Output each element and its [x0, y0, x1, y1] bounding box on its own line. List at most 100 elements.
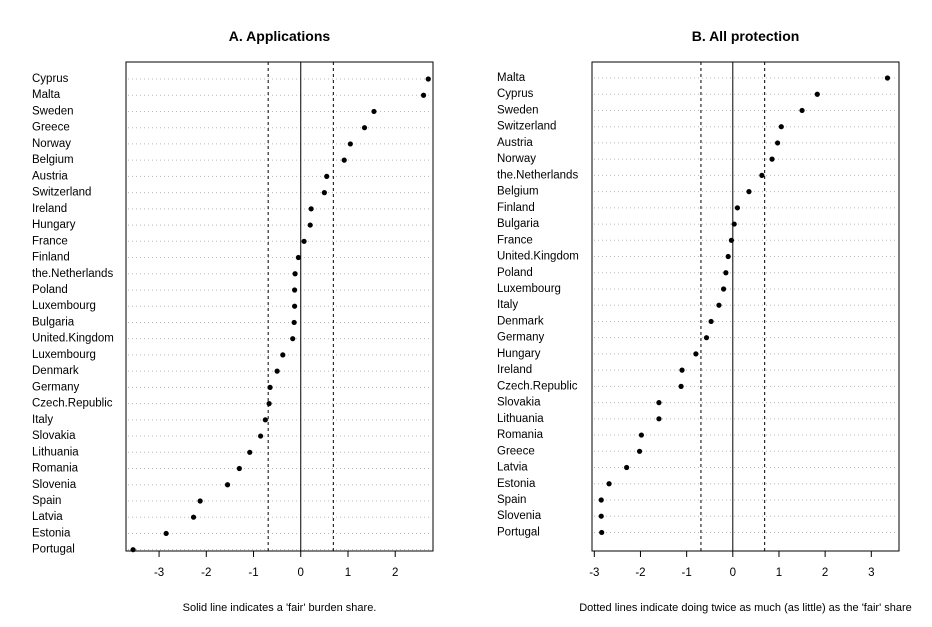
data-point: [606, 481, 612, 487]
data-point: [420, 92, 427, 98]
data-point: [258, 433, 264, 439]
data-point: [624, 464, 630, 471]
data-point: [425, 76, 431, 82]
data-point: [731, 221, 737, 227]
country-label: Norway: [497, 153, 536, 165]
country-label: Romania: [497, 429, 544, 441]
data-point: [656, 400, 662, 406]
x-tick-label: 1: [345, 567, 351, 579]
x-tick-label: -1: [682, 567, 692, 579]
country-label: Hungary: [497, 348, 541, 360]
data-point: [292, 303, 298, 309]
country-label: Austria: [497, 137, 533, 149]
country-label: the.Netherlands: [497, 169, 578, 181]
country-label: Romania: [32, 463, 79, 475]
country-label: Latvia: [32, 511, 63, 523]
x-tick-label: -3: [589, 567, 599, 579]
data-point: [163, 530, 169, 537]
data-point: [361, 125, 368, 131]
data-point: [678, 383, 684, 389]
x-tick-label: -2: [635, 567, 645, 579]
data-point: [347, 141, 353, 147]
data-point: [693, 351, 699, 357]
country-label: Latvia: [497, 462, 528, 474]
x-tick-label: -1: [248, 567, 258, 579]
country-label: Poland: [497, 267, 533, 279]
panel-caption: Dotted lines indicate doing twice as muc…: [579, 602, 912, 614]
data-point: [308, 206, 314, 212]
data-point: [679, 367, 685, 373]
country-label: Slovakia: [497, 397, 541, 409]
country-label: Bulgaria: [497, 218, 540, 230]
data-point: [723, 270, 729, 276]
country-label: Czech.Republic: [497, 380, 578, 392]
country-label: Cyprus: [32, 73, 69, 85]
country-label: Sweden: [497, 104, 539, 116]
country-label: United.Kingdom: [497, 251, 579, 263]
country-label: Luxembourg: [32, 300, 96, 312]
data-point: [291, 319, 297, 326]
data-point: [130, 547, 136, 553]
country-label: Sweden: [32, 105, 74, 117]
x-tick-label: 3: [868, 567, 874, 579]
country-label: Poland: [32, 284, 68, 296]
data-point: [307, 222, 313, 228]
data-point: [371, 108, 377, 115]
data-point: [197, 498, 203, 504]
data-point: [301, 238, 307, 244]
panel-a: A. Applications Cyprus Malta Sweden Greece No…: [32, 28, 434, 614]
data-point: [759, 172, 765, 178]
country-label: Slovakia: [32, 430, 76, 442]
plot-frame: [591, 61, 900, 552]
data-point: [769, 156, 775, 162]
country-label: Lithuania: [497, 413, 544, 425]
data-point: [656, 416, 662, 422]
data-point: [778, 124, 784, 130]
country-label: United.Kingdom: [32, 333, 114, 345]
data-point: [884, 75, 891, 81]
country-label: Austria: [32, 170, 68, 182]
data-point: [703, 335, 710, 341]
country-label: Malta: [32, 89, 61, 101]
data-point: [814, 91, 820, 97]
data-point: [292, 271, 298, 277]
country-label: Portugal: [32, 544, 75, 556]
x-tick-label: 2: [822, 567, 828, 579]
country-label: Estonia: [497, 478, 536, 490]
data-point: [598, 497, 604, 503]
data-point: [290, 336, 296, 342]
country-label: Italy: [497, 299, 518, 311]
data-point: [321, 190, 327, 196]
country-label: Germany: [497, 332, 545, 344]
country-label: Ireland: [497, 364, 532, 376]
country-label: Slovenia: [497, 510, 542, 522]
data-point: [324, 173, 330, 179]
country-label: Spain: [497, 494, 526, 506]
x-tick-label: 0: [298, 567, 304, 579]
country-label: Switzerland: [32, 187, 91, 199]
data-point: [716, 302, 722, 308]
x-tick-label: -3: [154, 567, 164, 579]
country-label: Denmark: [32, 365, 79, 377]
data-point: [247, 449, 253, 455]
data-point: [598, 513, 604, 519]
data-point: [636, 448, 643, 454]
country-label: Spain: [32, 495, 61, 507]
country-label: the.Netherlands: [32, 268, 113, 280]
data-point: [190, 514, 197, 520]
country-label: Ireland: [32, 203, 67, 215]
country-label: Luxembourg: [497, 283, 561, 295]
country-label: Portugal: [497, 526, 540, 538]
data-point: [280, 352, 286, 358]
country-label: Belgium: [32, 154, 74, 166]
data-point: [292, 287, 298, 293]
data-point: [295, 254, 301, 261]
country-label: France: [497, 234, 533, 246]
data-point: [746, 189, 752, 195]
data-point: [708, 318, 714, 325]
country-label: Lithuania: [32, 446, 79, 458]
panel-caption: Solid line indicates a 'fair' burden sha…: [183, 602, 377, 614]
country-label: Czech.Republic: [32, 398, 113, 410]
panel-b: B. All protection Malta Cyprus Sweden Switze…: [497, 28, 912, 614]
